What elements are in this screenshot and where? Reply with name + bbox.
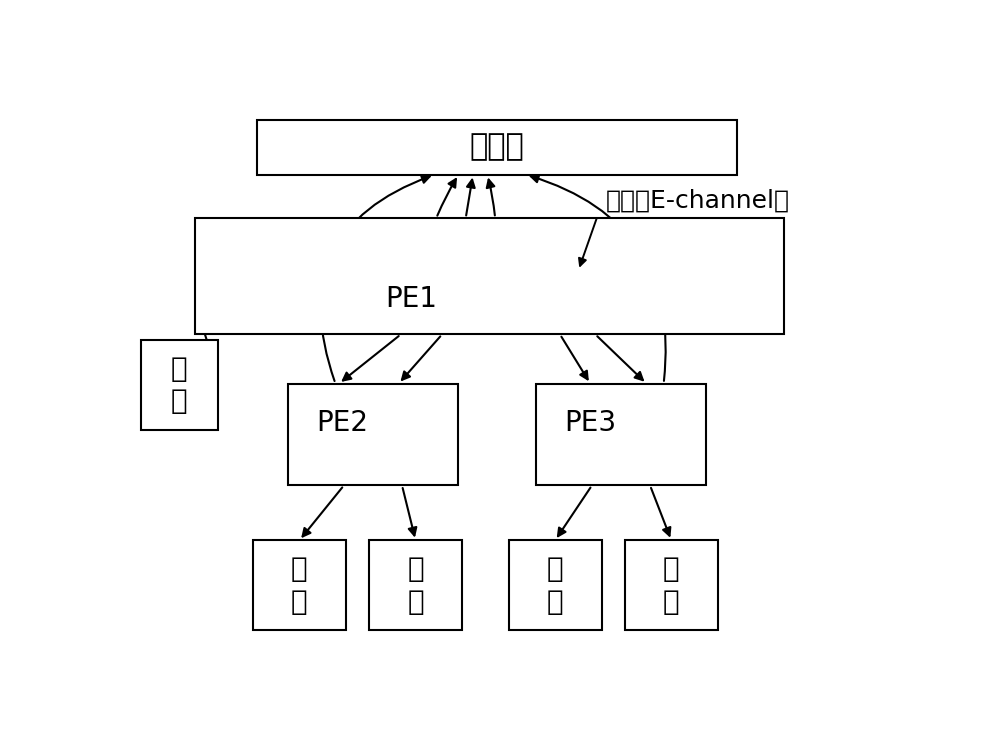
Bar bbox=[536, 384, 706, 486]
Text: 站
点: 站 点 bbox=[663, 555, 680, 615]
Bar bbox=[253, 541, 346, 630]
Text: 控制桥: 控制桥 bbox=[470, 133, 524, 161]
Text: 站
点: 站 点 bbox=[547, 555, 563, 615]
Text: 站
点: 站 点 bbox=[171, 355, 188, 415]
Bar bbox=[369, 541, 462, 630]
Bar bbox=[257, 120, 737, 175]
Bar bbox=[509, 541, 602, 630]
Text: 站
点: 站 点 bbox=[407, 555, 424, 615]
Bar bbox=[625, 541, 718, 630]
Text: 通道（E-channel）: 通道（E-channel） bbox=[606, 188, 790, 213]
Text: PE1: PE1 bbox=[386, 286, 438, 314]
Text: 站
点: 站 点 bbox=[291, 555, 308, 615]
Text: PE2: PE2 bbox=[316, 409, 368, 437]
Bar bbox=[195, 218, 784, 334]
Bar bbox=[288, 384, 458, 486]
Bar bbox=[140, 340, 218, 430]
Text: PE3: PE3 bbox=[564, 409, 616, 437]
